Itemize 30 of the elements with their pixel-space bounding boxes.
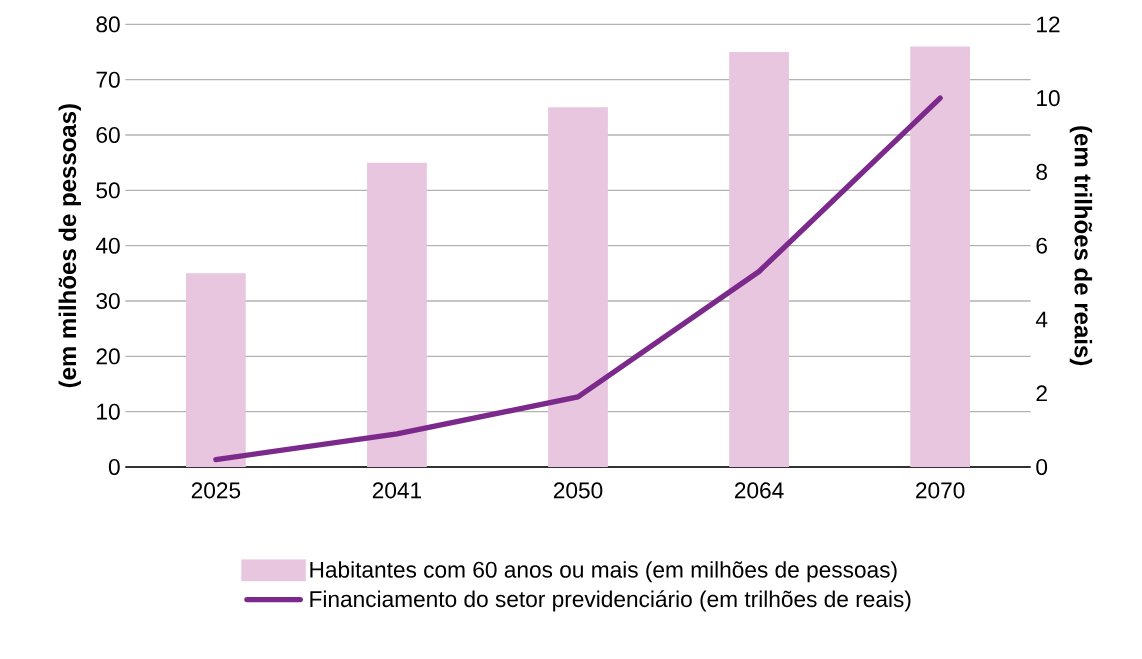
y-tick-label: 20 [96, 348, 120, 365]
y2-tick-label: 0 [1036, 458, 1048, 476]
y2-axis-title: (em trilhões de reais) [1069, 126, 1093, 366]
y-tick-label: 50 [96, 182, 120, 199]
legend-label: Financiamento do setor previdenciário (em trilhões de reais) [310, 590, 911, 612]
y2-tick-label: 2 [1036, 385, 1047, 402]
y-tick-label: 0 [108, 458, 120, 476]
bar [729, 52, 789, 467]
legend-label: Habitantes com 60 anos ou mais (em milhões de pessoas) [310, 561, 897, 583]
y-tick-label: 60 [96, 126, 120, 144]
y-tick-label: 80 [96, 16, 120, 33]
y2-tick-label: 4 [1035, 311, 1048, 328]
x-tick-label: 2070 [916, 482, 965, 499]
bar [548, 107, 608, 467]
x-tick-label: 2025 [191, 482, 241, 499]
y2-tick-label: 8 [1036, 163, 1047, 180]
y-tick-label: 30 [96, 292, 120, 310]
y-axis-title: (em milhões de pessoas) [58, 104, 81, 388]
y2-tick-label: 6 [1036, 237, 1047, 254]
y-tick-label: 40 [95, 237, 120, 254]
y-tick-label: 70 [96, 71, 120, 88]
bar [367, 162, 427, 467]
bar [186, 273, 246, 467]
y-tick-label: 10 [97, 403, 120, 420]
y2-tick-label: 10 [1037, 90, 1060, 107]
x-tick-label: 2050 [553, 482, 603, 499]
y2-tick-label: 12 [1037, 16, 1060, 33]
x-tick-label: 2064 [735, 482, 784, 499]
x-tick-label: 2041 [372, 482, 422, 499]
bar [910, 46, 971, 467]
